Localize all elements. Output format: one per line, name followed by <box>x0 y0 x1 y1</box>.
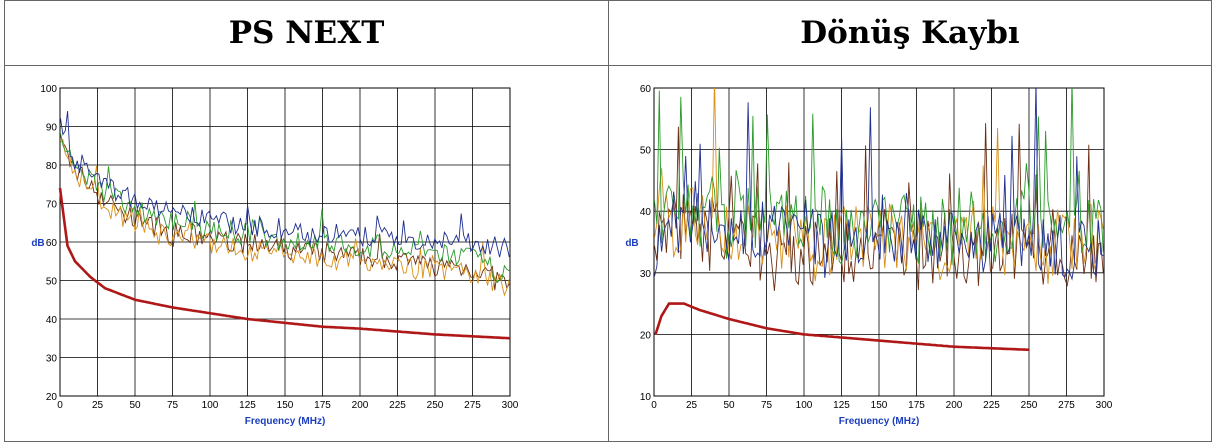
x-axis-label: Frequency (MHz) <box>839 416 920 427</box>
x-tick-label: 50 <box>723 400 735 411</box>
x-tick-label: 100 <box>202 400 219 411</box>
x-axis-label: Frequency (MHz) <box>245 416 326 427</box>
x-tick-label: 175 <box>314 400 331 411</box>
header-divider <box>4 65 1212 66</box>
x-tick-label: 200 <box>352 400 369 411</box>
x-tick-label: 300 <box>502 400 519 411</box>
y-tick-label: 70 <box>46 200 58 211</box>
x-tick-label: 0 <box>57 400 63 411</box>
x-tick-label: 150 <box>277 400 294 411</box>
ps-next-header: PS NEXT <box>228 14 385 51</box>
x-tick-label: 175 <box>908 400 925 411</box>
x-tick-label: 225 <box>983 400 1000 411</box>
return-loss-chart: 0 25 50 75 100 125 150 175 200 225 250 275 300 10 20 30… <box>625 84 1113 427</box>
y-tick-label: 40 <box>46 315 58 326</box>
x-tick-label: 225 <box>389 400 406 411</box>
y-tick-label: 80 <box>46 161 58 172</box>
x-tick-label: 275 <box>1058 400 1075 411</box>
y-axis-label: dB <box>625 238 638 249</box>
y-tick-label: 30 <box>640 269 652 280</box>
x-tick-label: 100 <box>796 400 813 411</box>
ps-next-chart: 0 25 50 75 100 125 150 175 200 225 250 275 300 20 30 40… <box>31 84 519 427</box>
x-tick-label: 200 <box>946 400 963 411</box>
plot-frame <box>59 87 511 397</box>
x-tick-label: 300 <box>1096 400 1113 411</box>
limit-line <box>58 187 511 340</box>
column-divider <box>608 0 609 442</box>
x-tick-label: 125 <box>239 400 256 411</box>
return-loss-header: Dönüş Kaybı <box>800 14 1020 51</box>
limit-line <box>654 302 1030 352</box>
measured-trace-1 <box>60 110 510 258</box>
plot-frame <box>653 87 1105 397</box>
measured-trace-1 <box>654 88 1104 281</box>
measured-trace-3 <box>654 123 1104 292</box>
x-tick-label: 250 <box>1021 400 1038 411</box>
x-tick-label: 125 <box>833 400 850 411</box>
x-tick-label: 25 <box>686 400 698 411</box>
measured-trace-2 <box>60 133 510 284</box>
y-tick-label: 60 <box>640 84 652 95</box>
y-tick-label: 90 <box>46 123 58 134</box>
x-tick-label: 250 <box>427 400 444 411</box>
y-tick-label: 50 <box>46 277 58 288</box>
y-tick-label: 30 <box>46 354 58 365</box>
y-tick-label: 20 <box>46 392 58 403</box>
y-tick-label: 10 <box>640 392 652 403</box>
measured-trace-3 <box>60 135 510 291</box>
x-tick-label: 75 <box>761 400 773 411</box>
y-tick-label: 100 <box>40 84 57 95</box>
x-tick-label: 75 <box>167 400 179 411</box>
measured-trace-4 <box>60 138 510 297</box>
y-tick-label: 20 <box>640 330 652 341</box>
y-tick-label: 40 <box>640 207 652 218</box>
measured-trace-2 <box>654 88 1104 266</box>
y-tick-label: 60 <box>46 238 58 249</box>
y-axis-label: dB <box>31 238 44 249</box>
x-tick-label: 150 <box>871 400 888 411</box>
x-tick-label: 0 <box>651 400 657 411</box>
y-tick-label: 50 <box>640 146 652 157</box>
x-tick-label: 25 <box>92 400 104 411</box>
x-tick-label: 275 <box>464 400 481 411</box>
x-tick-label: 50 <box>129 400 141 411</box>
